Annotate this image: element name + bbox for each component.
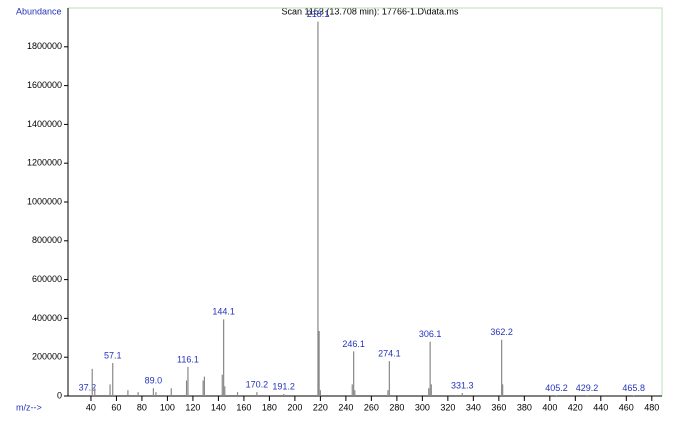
x-tick-label: 120: [185, 402, 200, 412]
x-tick-label: 320: [440, 402, 455, 412]
peak-label: 218.1: [307, 9, 330, 19]
x-axis-label: m/z-->: [16, 402, 42, 412]
y-tick-label: 1000000: [27, 196, 62, 206]
y-tick-label: 0: [57, 390, 62, 400]
peak-label: 37.2: [79, 382, 97, 392]
peak-label: 191.2: [272, 381, 295, 391]
peak-label: 465.8: [622, 383, 645, 393]
x-tick-label: 240: [338, 402, 353, 412]
x-tick-label: 60: [111, 402, 121, 412]
x-tick-label: 460: [619, 402, 634, 412]
peak-label: 116.1: [177, 354, 199, 364]
y-tick-label: 1200000: [27, 158, 62, 168]
y-tick-label: 1600000: [27, 80, 62, 90]
y-tick-label: 600000: [32, 274, 62, 284]
x-tick-label: 40: [86, 402, 96, 412]
x-tick-label: 100: [160, 402, 175, 412]
chart-title: Scan 1153 (13.708 min): 17766-1.D\data.m…: [282, 6, 459, 16]
y-tick-label: 800000: [32, 235, 62, 245]
peak-label: 362.2: [490, 327, 513, 337]
y-tick-label: 1800000: [27, 41, 62, 51]
y-axis-label: Abundance: [16, 6, 62, 16]
x-tick-label: 280: [389, 402, 404, 412]
peak-label: 144.1: [212, 307, 235, 317]
y-tick-label: 1400000: [27, 119, 62, 129]
x-tick-label: 80: [137, 402, 147, 412]
y-tick-label: 200000: [32, 352, 62, 362]
y-tick-label: 400000: [32, 313, 62, 323]
peak-label: 57.1: [104, 350, 122, 360]
x-tick-label: 220: [313, 402, 328, 412]
x-tick-label: 440: [593, 402, 608, 412]
x-tick-label: 160: [236, 402, 251, 412]
x-tick-label: 400: [542, 402, 557, 412]
x-tick-label: 140: [211, 402, 226, 412]
x-tick-label: 360: [491, 402, 506, 412]
x-tick-label: 300: [415, 402, 430, 412]
peak-label: 246.1: [342, 339, 365, 349]
peak-label: 170.2: [246, 379, 269, 389]
frame: [68, 7, 663, 396]
x-tick-label: 260: [364, 402, 379, 412]
peak-label: 89.0: [145, 376, 163, 386]
x-tick-label: 380: [517, 402, 532, 412]
x-tick-label: 180: [262, 402, 277, 412]
x-tick-label: 340: [466, 402, 481, 412]
peak-label: 306.1: [419, 329, 442, 339]
peak-label: 331.3: [451, 380, 474, 390]
x-tick-label: 480: [644, 402, 659, 412]
peak-label: 429.2: [576, 383, 599, 393]
x-tick-label: 420: [568, 402, 583, 412]
peak-label: 405.2: [545, 383, 568, 393]
x-tick-label: 200: [287, 402, 302, 412]
peak-label: 274.1: [378, 348, 401, 358]
